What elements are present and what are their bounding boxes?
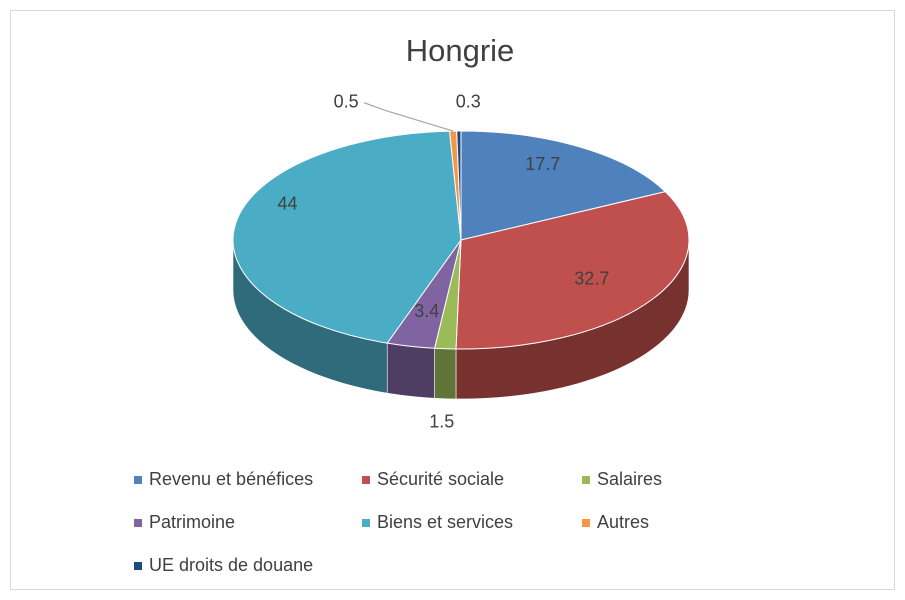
- legend-label: UE droits de douane: [149, 555, 313, 575]
- legend-swatch: [362, 519, 370, 527]
- data-label: 3.4: [414, 301, 439, 321]
- legend-swatch: [582, 519, 590, 527]
- legend-label: Autres: [597, 512, 649, 532]
- data-label: 0.3: [456, 91, 481, 111]
- legend-swatch: [582, 476, 590, 484]
- data-label: 1.5: [429, 411, 454, 431]
- legend-label: Salaires: [597, 469, 662, 489]
- pie-slice: [456, 130, 462, 241]
- legend-label: Biens et services: [377, 512, 513, 532]
- pie-side: [386, 342, 435, 399]
- legend-label: Revenu et bénéfices: [149, 469, 313, 489]
- leader-line: [363, 102, 454, 132]
- legend-label: Sécurité sociale: [377, 469, 504, 489]
- data-label: 17.7: [525, 154, 560, 174]
- data-label: 44: [277, 193, 297, 213]
- pie-slice: [455, 191, 690, 350]
- chart-title: Hongrie: [406, 33, 515, 68]
- pie-side: [434, 347, 457, 400]
- legend-swatch: [134, 562, 142, 570]
- legend-label: Patrimoine: [149, 512, 235, 532]
- pie-slice: [232, 130, 462, 344]
- data-label: 0.5: [334, 91, 359, 111]
- legend-swatch: [134, 519, 142, 527]
- legend-swatch: [362, 476, 370, 484]
- data-label: 32.7: [574, 269, 609, 289]
- legend-swatch: [134, 476, 142, 484]
- pie-slice: [460, 130, 667, 241]
